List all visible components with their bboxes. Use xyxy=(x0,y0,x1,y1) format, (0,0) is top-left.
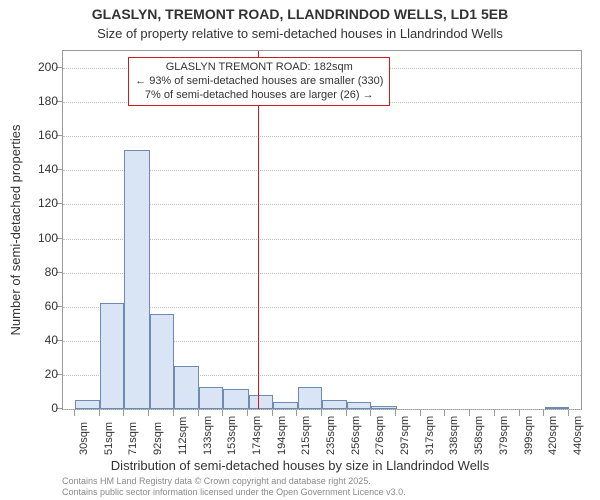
x-tick-label: 174sqm xyxy=(251,416,263,455)
bar xyxy=(223,389,248,409)
bar xyxy=(545,407,569,409)
x-tick xyxy=(519,410,520,416)
x-tick-label: 153sqm xyxy=(226,416,238,455)
chart-container: GLASLYN, TREMONT ROAD, LLANDRINDOD WELLS… xyxy=(0,0,600,500)
x-tick-label: 30sqm xyxy=(78,422,90,455)
bar xyxy=(273,402,298,409)
x-tick-label: 256sqm xyxy=(350,416,362,455)
bar xyxy=(199,387,223,409)
x-tick-label: 317sqm xyxy=(424,416,436,455)
plot-area: GLASLYN TREMONT ROAD: 182sqm ← 93% of se… xyxy=(62,50,582,410)
x-tick xyxy=(568,410,569,416)
bar xyxy=(124,150,149,409)
x-tick xyxy=(173,410,174,416)
bar xyxy=(249,395,273,409)
x-tick-label: 276sqm xyxy=(374,416,386,455)
annotation-box: GLASLYN TREMONT ROAD: 182sqm ← 93% of se… xyxy=(128,57,390,106)
x-tick xyxy=(420,410,421,416)
annotation-line1: GLASLYN TREMONT ROAD: 182sqm xyxy=(135,61,383,75)
bar xyxy=(298,387,322,409)
x-tick-label: 194sqm xyxy=(276,416,288,455)
y-tick-label: 200 xyxy=(18,60,58,74)
x-tick-label: 215sqm xyxy=(300,416,312,455)
bar xyxy=(322,400,347,409)
y-tick-label: 20 xyxy=(18,367,58,381)
x-tick-label: 379sqm xyxy=(498,416,510,455)
bar xyxy=(75,400,100,409)
y-tick-label: 80 xyxy=(18,265,58,279)
y-tick-label: 160 xyxy=(18,128,58,142)
x-tick-label: 358sqm xyxy=(473,416,485,455)
bar xyxy=(174,366,199,409)
x-tick-label: 297sqm xyxy=(399,416,411,455)
y-tick-label: 140 xyxy=(18,162,58,176)
chart-subtitle: Size of property relative to semi-detach… xyxy=(0,26,600,41)
bar xyxy=(347,402,371,409)
x-tick-label: 51sqm xyxy=(103,422,115,455)
x-tick xyxy=(444,410,445,416)
x-tick-label: 420sqm xyxy=(547,416,559,455)
x-tick xyxy=(346,410,347,416)
x-tick xyxy=(99,410,100,416)
x-tick xyxy=(74,410,75,416)
footer-line2: Contains public sector information licen… xyxy=(62,487,406,498)
x-tick xyxy=(469,410,470,416)
y-tick-label: 60 xyxy=(18,299,58,313)
bar xyxy=(150,314,174,409)
y-tick-label: 40 xyxy=(18,333,58,347)
annotation-line2: ← 93% of semi-detached houses are smalle… xyxy=(135,75,383,89)
x-tick xyxy=(272,410,273,416)
bar xyxy=(100,303,124,409)
x-tick-label: 71sqm xyxy=(127,422,139,455)
x-tick xyxy=(296,410,297,416)
x-tick-label: 133sqm xyxy=(202,416,214,455)
x-tick xyxy=(148,410,149,416)
footer-line1: Contains HM Land Registry data © Crown c… xyxy=(62,476,406,487)
footer: Contains HM Land Registry data © Crown c… xyxy=(62,476,406,498)
x-tick-label: 112sqm xyxy=(177,417,189,455)
x-tick xyxy=(321,410,322,416)
x-tick-label: 235sqm xyxy=(325,416,337,455)
x-tick xyxy=(395,410,396,416)
chart-title: GLASLYN, TREMONT ROAD, LLANDRINDOD WELLS… xyxy=(0,6,600,22)
bar xyxy=(371,406,396,409)
x-tick xyxy=(123,410,124,416)
x-tick-label: 440sqm xyxy=(572,416,584,455)
x-tick-label: 92sqm xyxy=(152,422,164,455)
annotation-line3: 7% of semi-detached houses are larger (2… xyxy=(135,89,383,103)
y-tick-label: 180 xyxy=(18,94,58,108)
y-tick-label: 100 xyxy=(18,231,58,245)
x-tick-label: 399sqm xyxy=(523,416,535,455)
x-tick xyxy=(543,410,544,416)
y-tick-label: 0 xyxy=(18,401,58,415)
x-tick xyxy=(494,410,495,416)
x-tick xyxy=(370,410,371,416)
x-tick-label: 338sqm xyxy=(448,416,460,455)
x-axis-label: Distribution of semi-detached houses by … xyxy=(0,458,600,473)
x-tick xyxy=(247,410,248,416)
y-tick-label: 120 xyxy=(18,196,58,210)
x-tick xyxy=(198,410,199,416)
x-tick xyxy=(222,410,223,416)
gridline xyxy=(63,409,581,410)
